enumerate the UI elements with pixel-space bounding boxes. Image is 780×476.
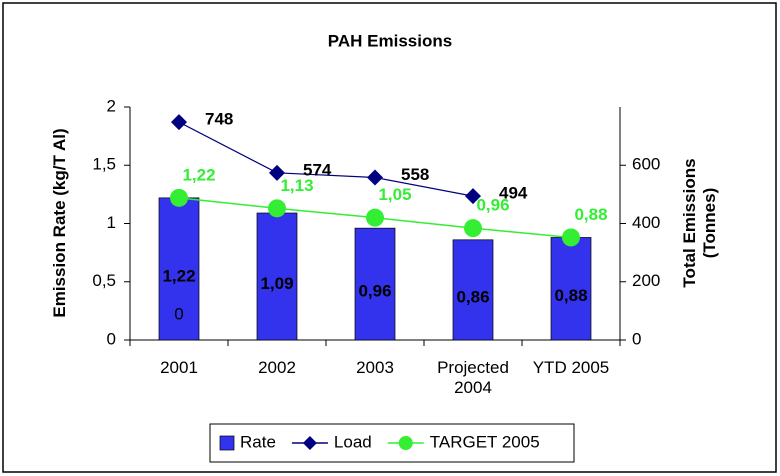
line <box>178 121 474 197</box>
y-axis-title: Emission Rate (kg/T Al) <box>50 128 69 318</box>
circle-marker <box>562 228 580 247</box>
legend-label: Load <box>334 432 372 451</box>
line-value-label: 1,13 <box>280 176 313 195</box>
line-value-label: 0,96 <box>476 196 509 215</box>
circle-marker <box>464 219 482 238</box>
y2-tick-label: 400 <box>632 213 660 232</box>
diamond-marker <box>269 164 285 181</box>
legend-marker <box>302 436 317 450</box>
x-tick-label: 2002 <box>258 358 296 377</box>
line-value-label: 558 <box>401 165 429 184</box>
bar <box>452 239 494 341</box>
x-tick-label: Projected 2004 <box>437 358 509 397</box>
y-tick-label: 1 <box>107 213 116 232</box>
bar-value-label: 0,96 <box>358 282 391 301</box>
annotation: 0 <box>174 304 183 323</box>
y-tick-label: 0 <box>107 329 116 348</box>
legend-swatch <box>219 435 235 451</box>
legend-label: Rate <box>240 432 276 451</box>
line-value-label: 748 <box>205 110 233 129</box>
legend-marker <box>398 436 413 450</box>
y-tick-label: 2 <box>107 96 116 115</box>
line-value-label: 494 <box>499 184 528 203</box>
circle-marker <box>170 188 188 207</box>
x-tick-label: 2003 <box>356 358 394 377</box>
diamond-marker <box>171 114 187 131</box>
bar-value-label: 1,22 <box>162 266 195 285</box>
line-value-label: 1,05 <box>378 185 411 204</box>
bar <box>550 237 592 341</box>
diamond-marker <box>465 188 481 205</box>
chart-title: PAH Emissions <box>328 31 452 50</box>
legend-label: TARGET 2005 <box>430 432 540 451</box>
x-tick-label: YTD 2005 <box>532 358 610 377</box>
line-value-label: 574 <box>303 160 332 179</box>
circle-marker <box>268 199 286 218</box>
bar-value-label: 0,86 <box>456 287 489 306</box>
y2-tick-label: 600 <box>632 155 660 174</box>
x-tick-label: 2001 <box>160 358 198 377</box>
y-tick-label: 1,5 <box>92 155 116 174</box>
y2-tick-label: 0 <box>632 329 641 348</box>
y2-axis-title: Total Emissions (Tonnes) <box>680 158 719 288</box>
bar <box>354 227 396 341</box>
line-value-label: 1,22 <box>182 165 215 184</box>
diamond-marker <box>367 169 383 186</box>
line-value-label: 0,88 <box>574 205 607 224</box>
y-tick-label: 0,5 <box>92 271 116 290</box>
bar-value-label: 0,88 <box>554 286 587 305</box>
circle-marker <box>366 208 384 227</box>
bar-value-label: 1,09 <box>260 274 293 293</box>
y2-tick-label: 200 <box>632 271 660 290</box>
